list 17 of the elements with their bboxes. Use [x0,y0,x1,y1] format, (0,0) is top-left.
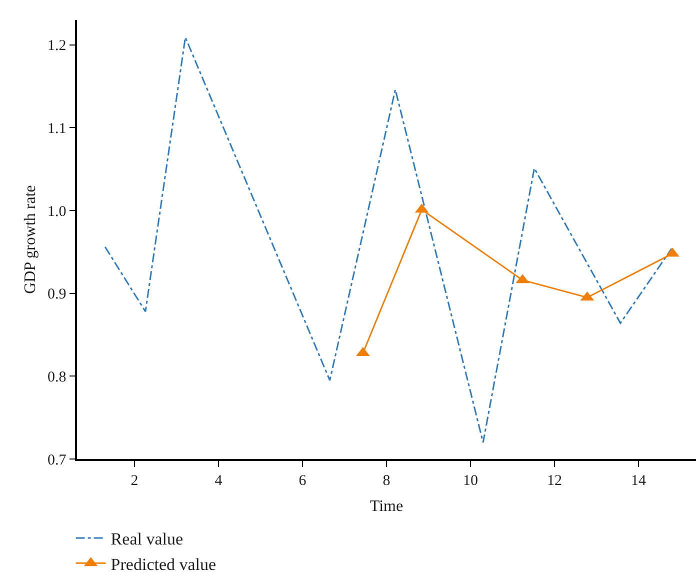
y-tick-label: 1.0 [48,204,66,220]
x-tick-label: 10 [462,472,478,489]
x-tick-label: 4 [214,472,223,489]
legend-label: Real value [110,530,184,549]
y-tick-label: 1.1 [48,120,66,137]
x-tick-label: 2 [130,472,138,489]
x-tick-label: 6 [298,472,307,489]
y-tick-label: 0.9 [48,286,66,303]
y-axis-title: GDP growth rate [22,185,39,294]
y-tick-label: 1.2 [48,38,66,54]
legend-label: Predicted value [110,554,216,574]
y-tick-label: 0.7 [48,452,67,468]
x-tick-label: 8 [382,472,390,489]
x-tick-label: 14 [630,472,646,489]
x-tick-label: 12 [546,472,562,489]
y-tick-label: 0.8 [48,369,66,386]
x-axis-title: Time [370,498,404,515]
